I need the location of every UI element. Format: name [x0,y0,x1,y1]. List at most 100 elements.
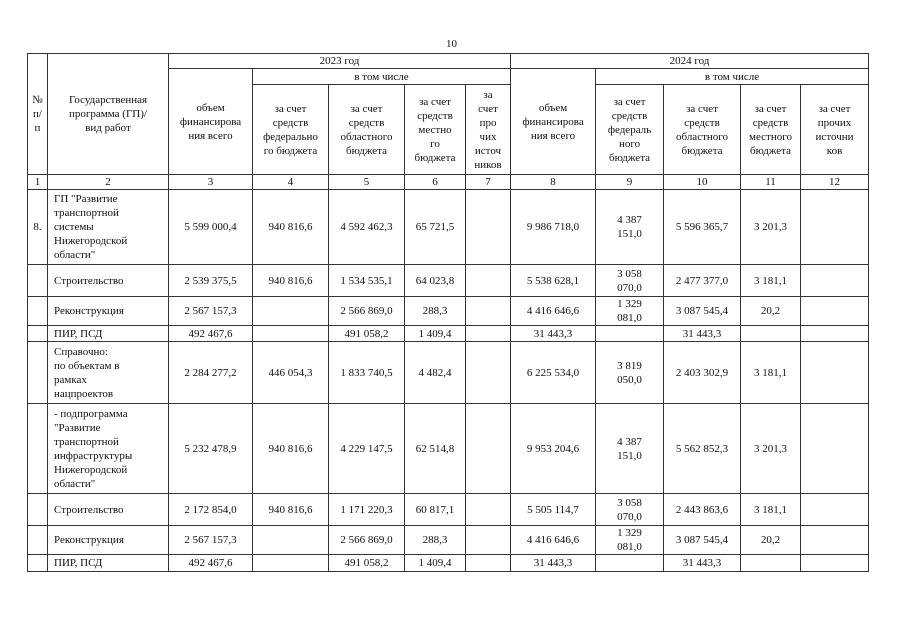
value-cell-col-12 [800,493,870,526]
value-cell-col-6: 1 409,4 [404,325,466,342]
value-cell-col-9: 4 387 151,0 [595,403,665,494]
value-cell-col-4: 940 816,6 [252,493,329,526]
header-2024-federal: за счет средств федераль ного бюджета [595,84,665,175]
row-name: ПИР, ПСД [47,325,169,342]
value-cell-col-3: 2 172 854,0 [168,493,253,526]
value-cell-col-6: 288,3 [404,296,466,326]
value-cell-col-3: 5 599 000,4 [168,189,253,265]
value-cell-col-11 [740,325,802,342]
row-name: Справочно: по объектам в рамках нацпроек… [47,341,169,404]
table-row: - подпрограмма "Развитие транспортной ин… [27,403,870,494]
header-2023-total: объем финансирова ния всего [168,68,253,175]
value-cell-col-7 [464,554,512,572]
value-cell-col-8: 9 986 718,0 [510,189,597,265]
value-cell-col-4 [252,554,329,572]
header-2023-regional: за счет средств областного бюджета [328,84,405,175]
value-cell-col-5: 2 566 869,0 [328,296,405,326]
column-number: 2 [47,174,169,190]
value-cell-col-4 [252,325,329,342]
value-cell-col-6: 64 023,8 [404,264,466,297]
page-number: 10 [446,38,457,50]
value-cell-col-12 [800,525,870,555]
value-cell-col-9: 3 058 070,0 [595,493,665,526]
value-cell-col-7 [464,493,512,526]
value-cell-col-8: 5 505 114,7 [510,493,597,526]
header-num: № п/ п [27,53,48,175]
value-cell-col-3: 492 467,6 [168,554,253,572]
row-number [27,554,48,572]
value-cell-col-10: 31 443,3 [663,325,742,342]
value-cell-col-10: 5 596 365,7 [663,189,742,265]
header-2024-regional: за счет средств областного бюджета [663,84,742,175]
value-cell-col-4 [252,525,329,555]
value-cell-col-5: 4 592 462,3 [328,189,405,265]
value-cell-col-3: 2 567 157,3 [168,525,253,555]
header-year-2024: 2024 год [510,53,870,69]
row-name: Строительство [47,493,169,526]
value-cell-col-10: 2 443 863,6 [663,493,742,526]
value-cell-col-10: 2 403 302,9 [663,341,742,404]
value-cell-col-11 [740,554,802,572]
row-name: Строительство [47,264,169,297]
value-cell-col-11: 20,2 [740,296,802,326]
value-cell-col-3: 2 539 375,5 [168,264,253,297]
value-cell-col-12 [800,296,870,326]
row-number [27,341,48,404]
column-number: 4 [252,174,329,190]
column-number: 3 [168,174,253,190]
table-row: Справочно: по объектам в рамках нацпроек… [27,341,870,404]
table-row: Реконструкция 2 567 157,3 2 566 869,0 288,3… [27,525,870,555]
value-cell-col-9: 3 058 070,0 [595,264,665,297]
value-cell-col-10: 5 562 852,3 [663,403,742,494]
value-cell-col-7 [464,189,512,265]
row-name: Реконструкция [47,525,169,555]
value-cell-col-5: 1 833 740,5 [328,341,405,404]
column-number: 6 [404,174,466,190]
value-cell-col-12 [800,403,870,494]
value-cell-col-11: 3 201,3 [740,403,802,494]
row-name: ПИР, ПСД [47,554,169,572]
value-cell-col-11: 3 181,1 [740,264,802,297]
column-number: 1 [27,174,48,190]
value-cell-col-5: 491 058,2 [328,325,405,342]
table-row: Реконструкция 2 567 157,3 2 566 869,0 288,3… [27,296,870,326]
value-cell-col-8: 9 953 204,6 [510,403,597,494]
value-cell-col-4: 446 054,3 [252,341,329,404]
value-cell-col-5: 491 058,2 [328,554,405,572]
value-cell-col-5: 4 229 147,5 [328,403,405,494]
value-cell-col-8: 4 416 646,6 [510,525,597,555]
value-cell-col-10: 2 477 377,0 [663,264,742,297]
financing-table: № п/ п Государственная программа (ГП)/ в… [27,53,870,572]
value-cell-col-7 [464,525,512,555]
header-2023-local: за счет средств местно го бюджета [404,84,466,175]
value-cell-col-5: 2 566 869,0 [328,525,405,555]
row-number [27,493,48,526]
column-number: 10 [663,174,742,190]
value-cell-col-10: 3 087 545,4 [663,296,742,326]
value-cell-col-11: 3 201,3 [740,189,802,265]
value-cell-col-8: 5 538 628,1 [510,264,597,297]
value-cell-col-10: 31 443,3 [663,554,742,572]
header-2024-including: в том числе [595,68,870,85]
value-cell-col-12 [800,341,870,404]
value-cell-col-5: 1 171 220,3 [328,493,405,526]
value-cell-col-9 [595,325,665,342]
value-cell-col-6: 4 482,4 [404,341,466,404]
value-cell-col-9: 3 819 050,0 [595,341,665,404]
table-row: Строительство 2 172 854,0 940 816,6 1 171 2… [27,493,870,526]
value-cell-col-4 [252,296,329,326]
header-2024-total: объем финансирова ния всего [510,68,597,175]
value-cell-col-9: 4 387 151,0 [595,189,665,265]
value-cell-col-9: 1 329 081,0 [595,296,665,326]
value-cell-col-6: 60 817,1 [404,493,466,526]
value-cell-col-9 [595,554,665,572]
header-2023-other: за счет про чих источ ников [464,84,512,175]
header-2023-federal: за счет средств федерально го бюджета [252,84,329,175]
row-number [27,296,48,326]
value-cell-col-8: 31 443,3 [510,554,597,572]
header-program: Государственная программа (ГП)/ вид рабо… [47,53,169,175]
value-cell-col-8: 31 443,3 [510,325,597,342]
value-cell-col-6: 288,3 [404,525,466,555]
table-row: ПИР, ПСД 492 467,6 491 058,2 1 409,4 31 443,… [27,325,870,342]
row-name: - подпрограмма "Развитие транспортной ин… [47,403,169,494]
